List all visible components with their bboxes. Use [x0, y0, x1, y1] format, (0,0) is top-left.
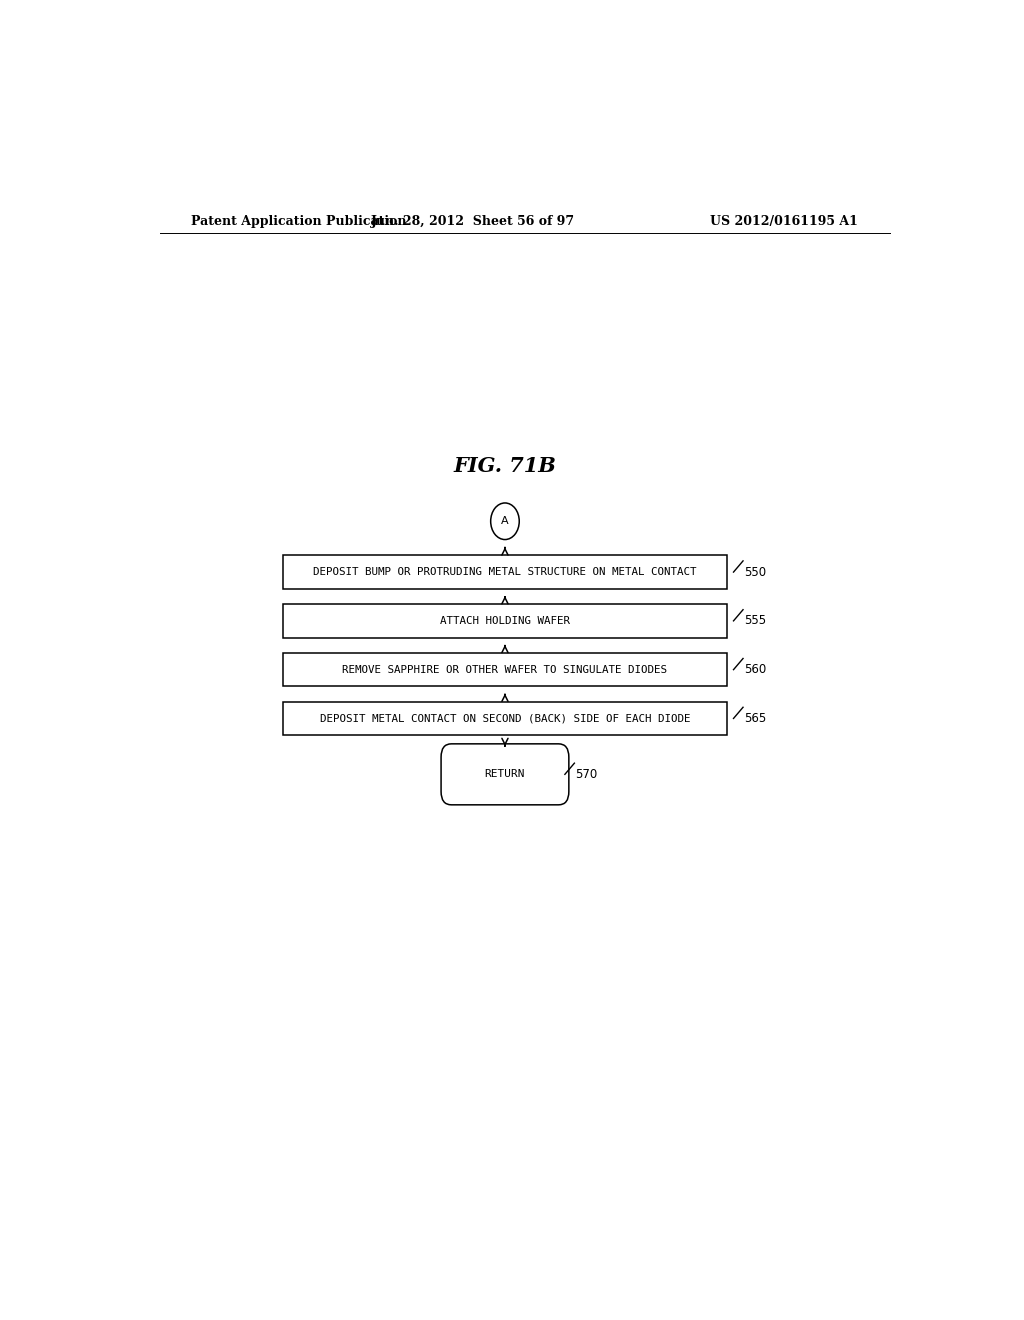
Text: 565: 565	[743, 711, 766, 725]
Text: FIG. 71B: FIG. 71B	[454, 457, 556, 477]
Text: 550: 550	[743, 565, 766, 578]
Text: Jun. 28, 2012  Sheet 56 of 97: Jun. 28, 2012 Sheet 56 of 97	[371, 215, 575, 228]
Text: US 2012/0161195 A1: US 2012/0161195 A1	[711, 215, 858, 228]
Text: DEPOSIT BUMP OR PROTRUDING METAL STRUCTURE ON METAL CONTACT: DEPOSIT BUMP OR PROTRUDING METAL STRUCTU…	[313, 568, 696, 577]
FancyBboxPatch shape	[283, 605, 727, 638]
Text: 570: 570	[575, 768, 597, 781]
Text: DEPOSIT METAL CONTACT ON SECOND (BACK) SIDE OF EACH DIODE: DEPOSIT METAL CONTACT ON SECOND (BACK) S…	[319, 713, 690, 723]
Text: RETURN: RETURN	[484, 770, 525, 779]
FancyBboxPatch shape	[441, 744, 569, 805]
Text: 555: 555	[743, 614, 766, 627]
Text: A: A	[501, 516, 509, 527]
FancyBboxPatch shape	[283, 556, 727, 589]
Text: REMOVE SAPPHIRE OR OTHER WAFER TO SINGULATE DIODES: REMOVE SAPPHIRE OR OTHER WAFER TO SINGUL…	[342, 665, 668, 675]
FancyBboxPatch shape	[283, 702, 727, 735]
Text: ATTACH HOLDING WAFER: ATTACH HOLDING WAFER	[440, 616, 570, 626]
Text: Patent Application Publication: Patent Application Publication	[191, 215, 407, 228]
FancyBboxPatch shape	[283, 653, 727, 686]
Text: 560: 560	[743, 663, 766, 676]
